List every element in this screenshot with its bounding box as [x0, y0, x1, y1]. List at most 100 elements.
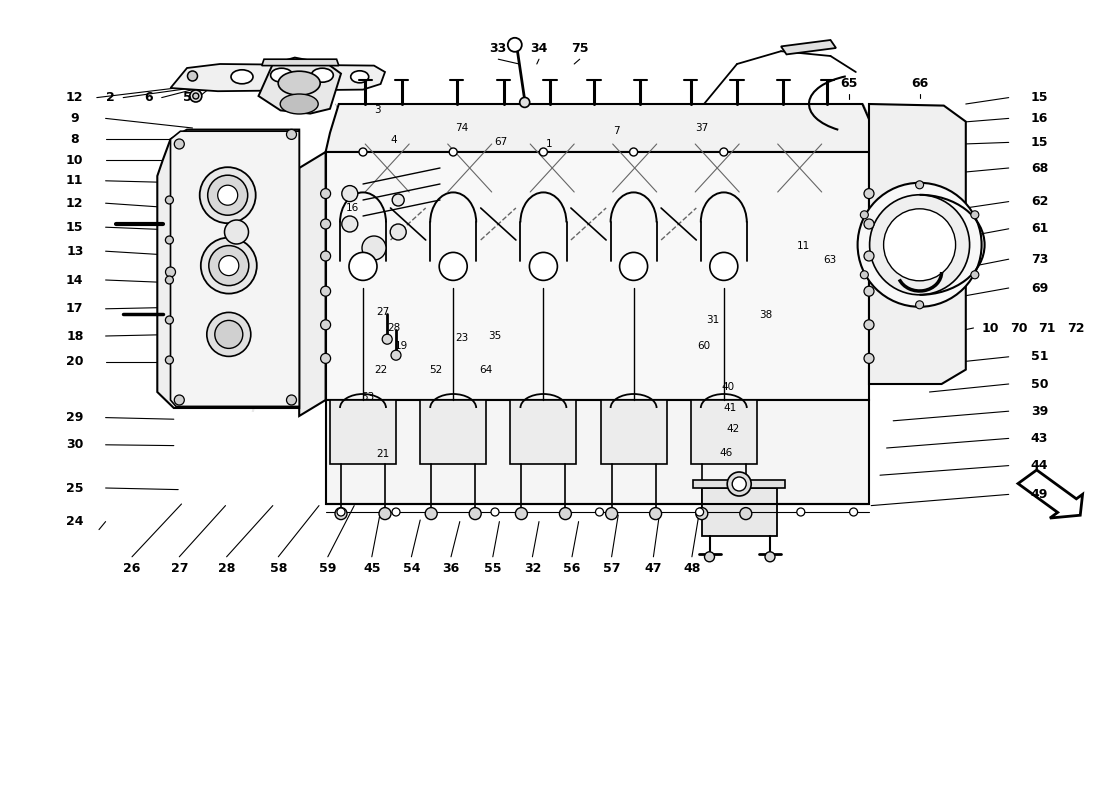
Circle shape: [764, 552, 776, 562]
Text: 67: 67: [494, 137, 507, 146]
Text: 72: 72: [1067, 322, 1085, 334]
Circle shape: [491, 508, 499, 516]
Text: 45: 45: [363, 562, 381, 574]
Circle shape: [192, 93, 199, 99]
Polygon shape: [702, 488, 777, 536]
Circle shape: [539, 148, 548, 156]
Circle shape: [710, 253, 738, 281]
Circle shape: [165, 356, 174, 364]
Text: 24: 24: [66, 515, 84, 528]
Circle shape: [426, 508, 437, 520]
Text: 10: 10: [981, 322, 999, 334]
Text: 35: 35: [488, 331, 502, 341]
Polygon shape: [326, 400, 869, 504]
Text: 46: 46: [719, 448, 733, 458]
Circle shape: [165, 316, 174, 324]
Circle shape: [733, 477, 746, 491]
Text: 54: 54: [403, 562, 420, 574]
Polygon shape: [157, 130, 299, 408]
Circle shape: [915, 301, 924, 309]
Text: eurospares: eurospares: [184, 388, 322, 412]
Circle shape: [516, 508, 527, 520]
Circle shape: [595, 508, 604, 516]
Text: 22: 22: [374, 365, 387, 374]
Ellipse shape: [271, 68, 293, 82]
Circle shape: [174, 139, 185, 149]
Circle shape: [390, 350, 402, 360]
Text: 33: 33: [490, 42, 507, 54]
Circle shape: [971, 211, 979, 219]
Circle shape: [336, 508, 346, 520]
Circle shape: [342, 186, 358, 202]
Text: 64: 64: [480, 365, 493, 374]
Text: 8: 8: [70, 133, 79, 146]
Text: eurospares: eurospares: [591, 388, 729, 412]
Text: 31: 31: [706, 315, 719, 325]
Text: 4: 4: [390, 135, 397, 145]
Circle shape: [864, 286, 874, 296]
Circle shape: [187, 71, 198, 81]
Text: 39: 39: [1031, 405, 1048, 418]
Text: 55: 55: [484, 562, 502, 574]
Text: 27: 27: [376, 307, 389, 317]
Text: 69: 69: [1031, 282, 1048, 294]
Circle shape: [860, 211, 868, 219]
Text: 12: 12: [66, 197, 84, 210]
Circle shape: [219, 256, 239, 275]
Polygon shape: [258, 58, 341, 114]
Circle shape: [971, 270, 979, 279]
Circle shape: [508, 38, 521, 52]
Circle shape: [359, 148, 367, 156]
Text: 32: 32: [524, 562, 541, 574]
Text: 65: 65: [840, 77, 858, 90]
Circle shape: [704, 552, 715, 562]
Polygon shape: [326, 104, 876, 152]
Text: 74: 74: [455, 123, 469, 133]
Circle shape: [858, 183, 981, 307]
Ellipse shape: [311, 68, 333, 82]
Circle shape: [864, 219, 874, 229]
Text: 73: 73: [1031, 253, 1048, 266]
Text: 63: 63: [823, 255, 836, 265]
Circle shape: [529, 253, 558, 281]
Circle shape: [606, 508, 617, 520]
Polygon shape: [170, 131, 299, 406]
Circle shape: [286, 395, 297, 405]
Circle shape: [320, 189, 331, 198]
Circle shape: [849, 508, 858, 516]
Text: 3: 3: [374, 106, 381, 115]
Polygon shape: [420, 400, 486, 464]
Circle shape: [629, 148, 638, 156]
Text: 15: 15: [1031, 136, 1048, 149]
Text: 28: 28: [218, 562, 235, 574]
Circle shape: [719, 148, 728, 156]
Text: 25: 25: [66, 482, 84, 494]
Text: 37: 37: [695, 123, 708, 133]
Text: 66: 66: [911, 77, 928, 90]
Circle shape: [190, 90, 201, 102]
Ellipse shape: [278, 71, 320, 95]
Text: 15: 15: [1031, 91, 1048, 104]
Polygon shape: [601, 400, 667, 464]
Circle shape: [208, 175, 248, 215]
Circle shape: [349, 253, 377, 281]
Text: 16: 16: [345, 203, 359, 213]
Polygon shape: [1018, 470, 1082, 518]
Text: 75: 75: [571, 42, 588, 54]
Text: 68: 68: [1031, 162, 1048, 174]
Circle shape: [860, 270, 868, 279]
Polygon shape: [262, 59, 339, 66]
Circle shape: [864, 354, 874, 363]
Polygon shape: [299, 152, 326, 416]
Text: 47: 47: [645, 562, 662, 574]
Text: 11: 11: [796, 242, 810, 251]
Text: 15: 15: [66, 221, 84, 234]
Circle shape: [320, 354, 331, 363]
Circle shape: [915, 181, 924, 189]
Text: 52: 52: [429, 365, 442, 374]
Text: 42: 42: [726, 424, 739, 434]
Polygon shape: [170, 64, 385, 91]
Text: 44: 44: [1031, 459, 1048, 472]
Text: 29: 29: [66, 411, 84, 424]
Circle shape: [650, 508, 661, 520]
